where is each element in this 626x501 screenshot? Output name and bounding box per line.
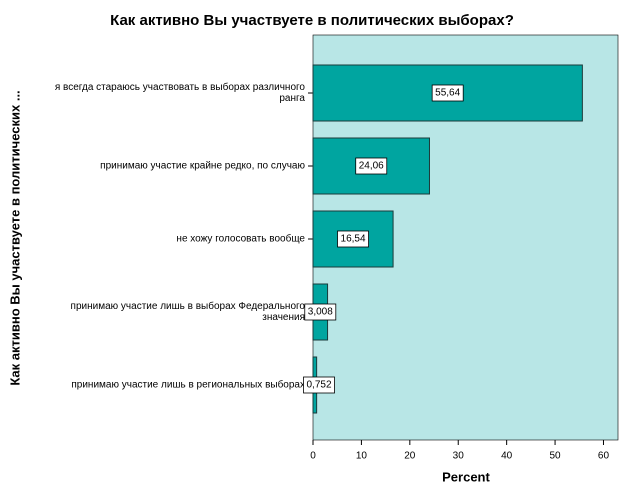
value-label-box [303,376,335,394]
value-label-box [337,230,369,248]
chart-title: Как активно Вы участвуете в политических… [110,12,514,29]
x-tick-label: 20 [404,451,416,462]
value-label-box [355,157,388,175]
y-tick-label: не хожу голосовать вообще [176,233,305,245]
x-tick-label: 60 [598,451,610,462]
x-tick-label: 50 [550,451,562,462]
x-tick-label: 0 [310,451,316,462]
x-axis-label: Percent [442,469,490,484]
value-label: 16,54 [341,234,366,245]
x-tick-label: 40 [501,451,513,462]
value-label: 24,06 [359,161,384,172]
value-label-box [304,303,337,321]
value-label: 55,64 [435,88,460,99]
y-tick-label: я всегда стараюсь участвовать в выборах … [54,82,305,104]
y-axis-label: Как активно Вы участвуете в политических… [7,90,22,385]
value-label: 0,752 [306,380,331,391]
y-tick-label: принимаю участие крайне редко, по случаю [100,160,305,172]
value-label: 3,008 [308,307,333,318]
value-label-box [431,84,464,102]
y-tick-label: принимаю участие лишь в региональных выб… [71,379,305,391]
x-tick-label: 10 [356,451,368,462]
x-tick-label: 30 [453,451,465,462]
y-tick-label: принимаю участие лишь в выборах Федераль… [70,301,305,323]
